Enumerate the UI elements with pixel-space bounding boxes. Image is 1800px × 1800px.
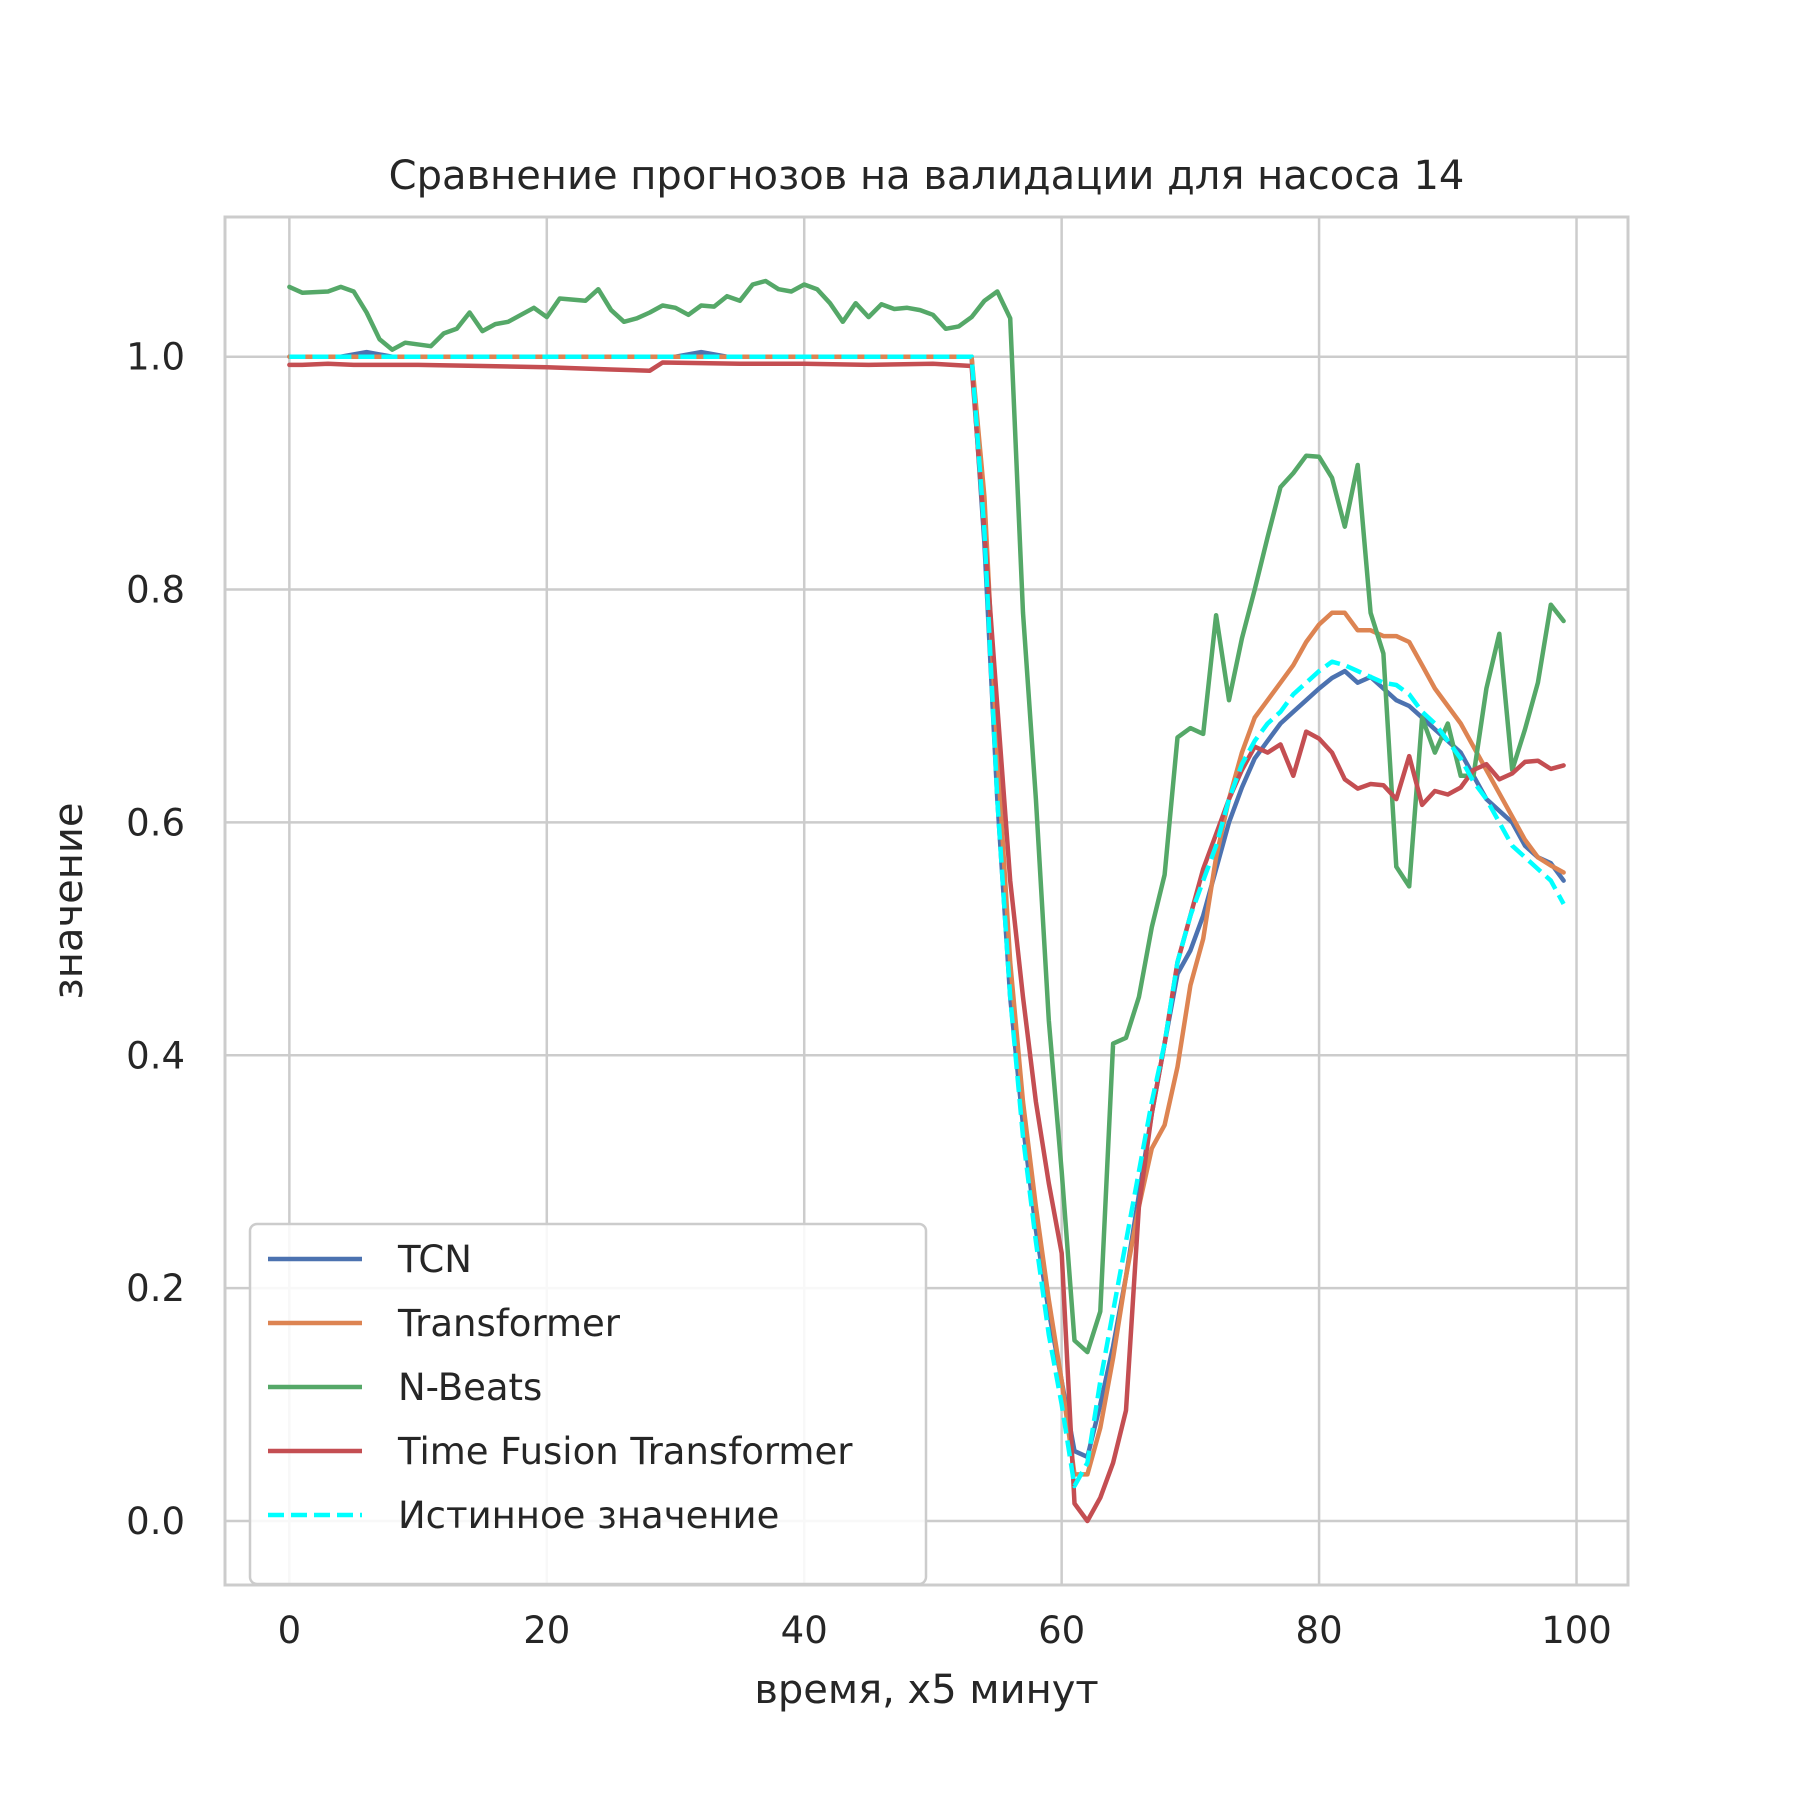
x-tick-label: 40 <box>781 1609 828 1652</box>
y-tick-label: 0.2 <box>126 1267 185 1310</box>
y-axis-ticks: 0.0 0.2 0.4 0.6 0.8 1.0 <box>126 336 185 1543</box>
x-axis-ticks: 0 20 40 60 80 100 <box>278 1609 1612 1652</box>
x-tick-label: 60 <box>1038 1609 1085 1652</box>
plot-area-frame <box>223 215 1630 1587</box>
x-axis-label: время, x5 минут <box>754 1667 1098 1713</box>
series-line <box>287 278 1566 1355</box>
chart-title: Сравнение прогнозов на валидации для нас… <box>389 153 1465 199</box>
legend-label: Transformer <box>397 1302 621 1345</box>
y-tick-label: 0.4 <box>126 1034 185 1077</box>
y-tick-label: 0.6 <box>126 801 185 844</box>
y-tick-label: 1.0 <box>126 336 185 379</box>
series-lines <box>287 278 1566 1524</box>
legend-label: Истинное значение <box>398 1494 779 1537</box>
series-line <box>287 354 1566 1477</box>
x-tick-label: 0 <box>278 1609 302 1652</box>
legend-label: TCN <box>397 1238 472 1281</box>
y-tick-label: 0.0 <box>126 1500 185 1543</box>
legend-label: Time Fusion Transformer <box>397 1430 853 1473</box>
y-axis-label: значение <box>46 803 92 1000</box>
legend-label: N-Beats <box>398 1366 542 1409</box>
x-tick-label: 100 <box>1541 1609 1612 1652</box>
legend: TCN Transformer N-Beats Time Fusion Transfo… <box>248 1222 928 1586</box>
x-tick-label: 80 <box>1296 1609 1343 1652</box>
x-tick-label: 20 <box>523 1609 570 1652</box>
legend-box <box>248 1222 928 1586</box>
y-tick-label: 0.8 <box>126 569 185 612</box>
